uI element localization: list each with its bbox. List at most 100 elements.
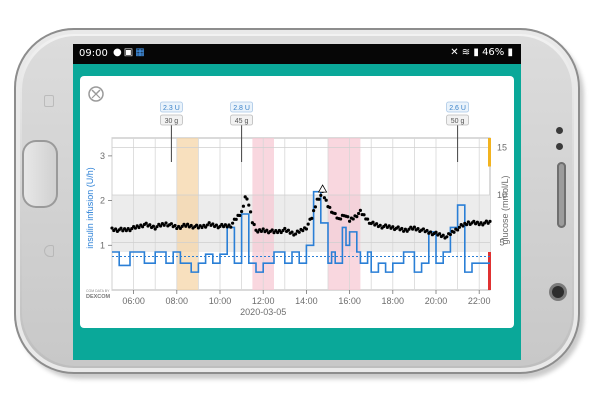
glucose-point: [189, 223, 193, 228]
glucose-point: [155, 225, 159, 229]
front-sensor: [556, 127, 563, 134]
glucose-point: [324, 198, 328, 202]
bolus-carbs-label: 30 g: [165, 118, 179, 125]
glucose-point: [241, 204, 245, 208]
y-left-axis-label: insulin infusion (U/h): [85, 167, 95, 249]
rotate-icon[interactable]: [86, 84, 106, 104]
calendar-icon: ▦: [135, 47, 147, 58]
glucose-point: [119, 226, 123, 230]
glucose-point: [249, 210, 253, 214]
glucose-point: [358, 208, 362, 212]
bolus-carbs-box: [446, 114, 470, 126]
glucose-point: [229, 225, 233, 229]
glucose-point: [114, 227, 118, 231]
battery-percent: 46%: [482, 47, 505, 58]
glucose-point: [378, 223, 382, 227]
bolus-insulin-label: 2.3 U: [163, 105, 180, 112]
glucose-point: [384, 223, 388, 227]
x-tick-label: 06:00: [122, 296, 145, 306]
glucose-point: [319, 193, 323, 197]
glucose-point: [259, 229, 263, 233]
glucose-point: [452, 230, 456, 234]
location-icon: ●: [113, 47, 124, 58]
y-left-tick-label: 1: [100, 240, 105, 250]
battery-icon: ▮: [507, 47, 513, 58]
glucose-point: [247, 203, 251, 207]
glucose-point: [304, 227, 308, 231]
x-tick-label: 20:00: [425, 296, 448, 306]
glucose-point: [371, 220, 375, 224]
glucose-point: [475, 220, 479, 224]
glucose-point: [457, 225, 461, 229]
y-right-tick-label: 10: [497, 190, 507, 200]
glucose-point: [461, 224, 465, 228]
glucose-point: [207, 221, 211, 225]
bolus-carbs-box: [160, 114, 183, 126]
glucose-point: [438, 232, 442, 236]
glucose-point: [162, 223, 166, 227]
glucose-point: [416, 227, 420, 231]
y-left-tick-label: 3: [100, 151, 105, 161]
recent-apps-key-icon[interactable]: [44, 245, 54, 257]
glucose-point: [306, 222, 310, 226]
glucose-point: [256, 230, 260, 234]
x-tick-label: 12:00: [252, 296, 275, 306]
high-glucose-scale: [488, 138, 491, 167]
glucose-point: [195, 223, 199, 227]
glucose-point: [348, 219, 352, 223]
glucose-point: [429, 230, 433, 234]
low-glucose-scale: [488, 252, 491, 290]
glucose-point: [252, 222, 256, 227]
glucose-point: [196, 226, 200, 230]
home-button[interactable]: [22, 140, 58, 208]
glucose-point: [301, 229, 305, 233]
bolus-insulin-label: 2.8 U: [233, 105, 250, 112]
y-right-tick-label: 15: [497, 143, 507, 153]
glucose-point: [425, 228, 429, 233]
glucose-point: [412, 225, 416, 229]
glucose-point: [245, 197, 249, 201]
glucose-point: [421, 227, 425, 231]
glucose-point: [290, 230, 294, 234]
glucose-point: [153, 227, 157, 231]
phone-screen: 09:00 ●▣▦ ✕ ≋ ▮ 46% ▮ 2.3 U 30 g 2.8 U 45 g…: [73, 44, 521, 360]
glucose-point: [234, 217, 238, 221]
glucose-point: [310, 216, 314, 220]
glucose-point: [265, 228, 269, 232]
signal-icon: ▮: [473, 47, 479, 58]
glucose-point: [173, 223, 177, 228]
glucose-point: [445, 235, 449, 239]
chart-card: 2.3 U 30 g 2.8 U 45 g 2.6 U 50 g 1 2 3 5 10 15 06:00…: [80, 76, 514, 328]
dexcom-brand: DEXCOM: [86, 294, 111, 300]
glucose-point: [434, 230, 438, 234]
glucose-point: [312, 209, 316, 213]
glucose-insulin-chart: 2.3 U 30 g 2.8 U 45 g 2.6 U 50 g 1 2 3 5 10 15 06:00…: [85, 101, 510, 317]
y-right-tick-label: 5: [499, 238, 504, 248]
glucose-point: [164, 221, 168, 225]
glucose-point: [333, 211, 337, 216]
front-camera: [552, 286, 564, 298]
glucose-point: [297, 230, 301, 234]
peak-marker-icon: [317, 184, 328, 193]
bolus-carbs-box: [230, 114, 254, 126]
glucose-point: [484, 219, 488, 223]
date-label: 2020-03-05: [240, 307, 286, 317]
status-bar: 09:00 ●▣▦ ✕ ≋ ▮ 46% ▮: [73, 44, 521, 64]
glucose-point: [243, 195, 247, 199]
glucose-point: [137, 225, 141, 230]
glucose-point: [448, 232, 452, 237]
x-tick-label: 14:00: [295, 296, 318, 306]
glucose-point: [362, 213, 366, 217]
glucose-point: [366, 217, 370, 221]
glucose-point: [186, 222, 190, 226]
glucose-point: [151, 224, 155, 228]
glucose-point: [148, 223, 152, 227]
y-left-tick-label: 2: [100, 196, 105, 206]
glucose-point: [313, 205, 317, 209]
glucose-point: [133, 226, 137, 230]
glucose-point: [211, 222, 215, 226]
status-time: 09:00: [79, 48, 108, 59]
glucose-point: [456, 228, 460, 232]
back-key-icon[interactable]: [44, 95, 54, 107]
glucose-point: [110, 226, 114, 230]
